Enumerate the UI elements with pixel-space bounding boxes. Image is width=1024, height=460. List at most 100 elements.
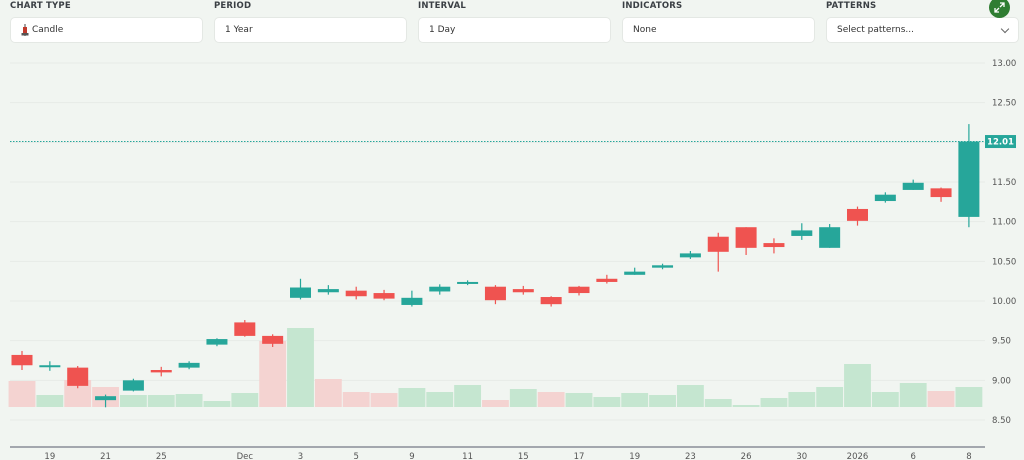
x-tick-label: 26 [741,452,752,460]
period-select[interactable]: 1 Year [214,17,407,43]
x-tick-label: 5 [353,452,358,460]
candle-body [874,194,896,202]
indicators-label: INDICATORS [622,1,683,11]
volume-bar [287,328,314,407]
candle-body [373,293,395,299]
candle-body [429,286,451,292]
volume-bar [370,393,398,407]
candle-body [791,230,813,236]
x-tick-label: 3 [298,452,303,460]
x-tick-label: 15 [518,452,529,460]
volume-bar [147,395,175,407]
candle-body [819,227,841,248]
candle-body [847,208,868,221]
volume-bars [8,328,983,407]
volume-bar [816,387,844,407]
expand-icon [994,2,1005,13]
candle-body [902,182,924,190]
volume-bar [927,391,955,407]
price-candles [11,124,980,408]
last-price-marker: 12.01 [10,135,1016,149]
indicators-select[interactable]: None [622,17,815,43]
x-tick-label: 11 [462,452,473,460]
interval-select[interactable]: 1 Day [418,17,611,43]
last-price-tag [985,135,1016,149]
volume-bar [844,364,871,407]
candle-body [958,141,980,217]
x-tick-label: 25 [156,452,167,460]
candle-body [262,335,284,344]
period-value: 1 Year [225,25,253,35]
candle-body [122,380,144,391]
candlestick-icon [21,24,29,36]
volume-bar [426,392,454,407]
candle-body [652,265,674,268]
volume-bar [565,393,593,407]
x-tick-label: 17 [574,452,585,460]
candle-body [624,271,646,275]
y-tick-label: 10.00 [992,297,1016,307]
chart-controls: CHART TYPE Candle PERIOD 1 Year INTERVAL… [0,0,1024,48]
volume-bar [398,388,426,407]
x-tick-label: 19 [44,452,55,460]
candle-body [484,286,506,301]
volume-bar [8,381,36,407]
price-axis: 13.0012.5012.0011.5011.0010.5010.009.509… [992,59,1016,426]
candle-body [707,236,729,252]
chart-type-label: CHART TYPE [10,1,71,11]
candle-body [401,297,423,305]
candle-body [568,286,590,294]
chart-type-select[interactable]: Candle [10,17,203,43]
candle-body [735,227,757,248]
x-tick-label: 23 [685,452,696,460]
y-tick-label: 8.50 [992,416,1011,426]
x-tick-label: Dec [237,452,254,460]
volume-bar [454,385,482,407]
volume-bar [314,379,342,407]
volume-bar [119,395,147,407]
volume-bar [231,393,259,407]
candle-body [540,297,562,305]
candle-body [457,281,479,284]
candle-body [39,365,61,368]
candle-body [234,322,256,336]
y-tick-label: 9.50 [992,337,1011,347]
volume-bar [203,401,231,407]
y-tick-label: 13.00 [992,59,1016,69]
interval-value: 1 Day [429,25,456,35]
volume-bar [788,392,816,407]
candle-body [930,188,952,198]
patterns-select[interactable]: Select patterns... [826,17,1019,43]
x-tick-label: 19 [629,452,640,460]
candle-body [67,367,89,386]
volume-bar [537,392,565,407]
expand-button[interactable] [989,0,1010,18]
volume-bar [482,400,509,407]
x-tick-label: 21 [100,452,111,460]
candle-body [317,289,339,293]
volume-bar [871,392,899,407]
indicators-value: None [633,25,657,35]
candle-body [345,290,367,297]
volume-bar [760,398,788,407]
volume-bar [342,392,370,407]
last-price-value: 12.01 [987,138,1014,148]
candle-body [512,289,534,293]
x-tick-label: 8 [966,452,971,460]
candle-body [679,253,701,258]
volume-bar [621,393,649,407]
patterns-label: PATTERNS [826,1,877,11]
volume-bar [899,383,927,407]
time-axis: 19 21 25 Dec 3 5 9 11 15 17 19 23 26 30 2026 6 8 [10,446,985,460]
y-tick-label: 10.50 [992,257,1016,267]
interval-label: INTERVAL [418,1,467,11]
volume-bar [509,389,537,407]
price-gridlines [10,62,985,421]
volume-bar [704,399,732,407]
x-tick-label: 6 [910,452,915,460]
volume-bar [676,385,704,407]
volume-bar [593,397,621,407]
candle-body [290,287,311,298]
patterns-placeholder: Select patterns... [837,25,914,35]
